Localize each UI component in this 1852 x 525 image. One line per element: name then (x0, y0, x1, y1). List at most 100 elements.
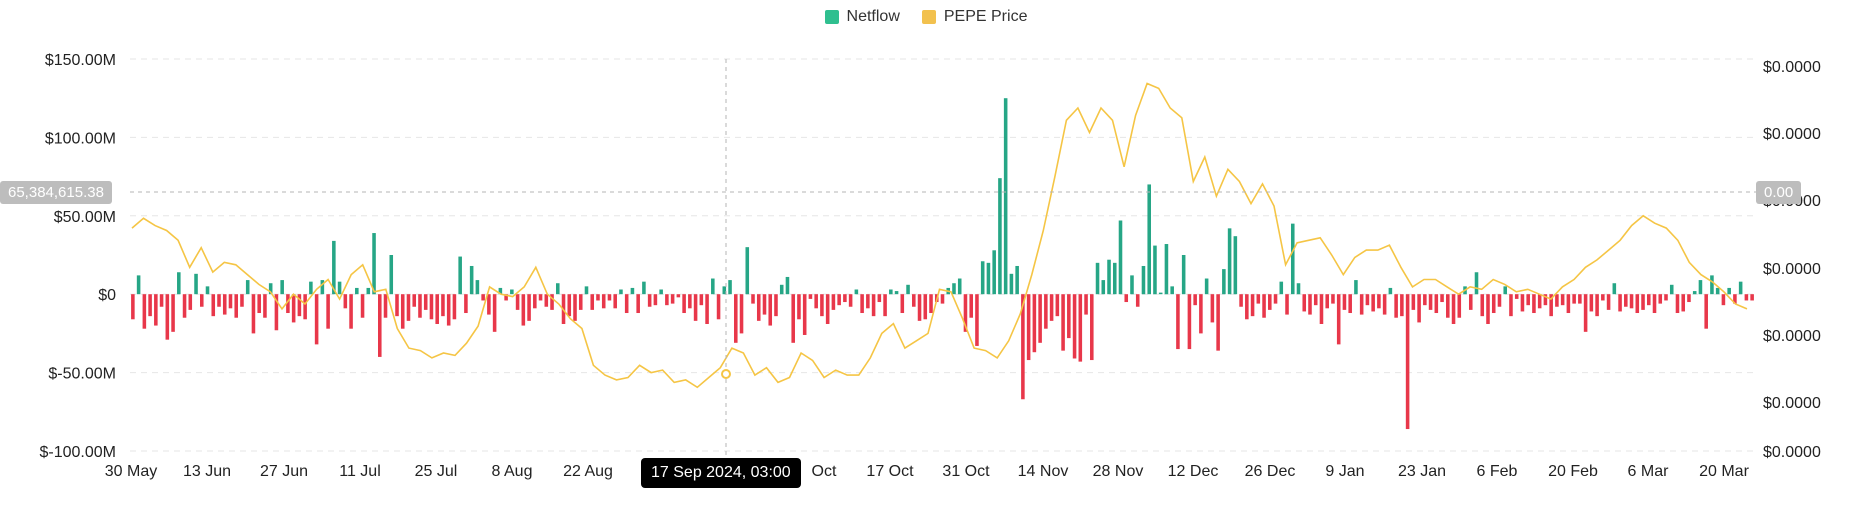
netflow-bar (360, 294, 365, 318)
netflow-bar (1038, 294, 1042, 343)
netflow-bar (1124, 294, 1129, 303)
netflow-bar (274, 294, 279, 331)
netflow-bar (596, 294, 600, 301)
netflow-bar (1446, 294, 1450, 318)
netflow-bar (734, 294, 738, 343)
netflow-bar (1141, 265, 1146, 295)
price-swatch-icon (921, 10, 936, 24)
netflow-bar (831, 294, 836, 310)
netflow-bar (1394, 294, 1398, 318)
x-tick-label: 20 Feb (1548, 463, 1598, 480)
netflow-bar (263, 294, 267, 318)
netflow-bar (1566, 294, 1571, 314)
netflow-bar (469, 265, 474, 295)
netflow-bar (1084, 294, 1088, 315)
netflow-bar (825, 294, 830, 324)
netflow-bar (1015, 265, 1019, 295)
netflow-bar (400, 294, 405, 329)
netflow-bar (1400, 294, 1404, 317)
netflow-bar (1268, 294, 1272, 310)
netflow-bar (866, 294, 870, 309)
netflow-bar (1078, 294, 1083, 362)
netflow-bar (693, 294, 698, 321)
netflow-bar (1583, 294, 1588, 332)
netflow-bar (975, 294, 979, 346)
netflow-bar (791, 294, 795, 343)
netflow-bar (854, 289, 859, 295)
netflow-bar (177, 272, 181, 295)
netflow-bar (1468, 294, 1473, 310)
netflow-bar (1009, 273, 1014, 295)
netflow-bar (1612, 283, 1617, 295)
netflow-bar (1543, 294, 1548, 306)
netflow-bar (1158, 292, 1163, 295)
netflow-bar (171, 294, 175, 332)
netflow-bar (998, 178, 1002, 295)
netflow-bar (498, 287, 503, 295)
netflow-bar (1095, 262, 1100, 295)
netflow-bar (1532, 294, 1536, 314)
netflow-bar (1193, 294, 1197, 306)
left-tick-label: $0 (98, 287, 116, 304)
gridlines (130, 58, 1755, 452)
netflow-bar (1411, 294, 1416, 310)
netflow-bar (1382, 294, 1387, 315)
netflow-bar (492, 294, 497, 332)
netflow-bar (1440, 294, 1444, 303)
netflow-bar (1336, 294, 1341, 345)
netflow-bar (578, 294, 583, 310)
netflow-bar (1474, 272, 1479, 295)
netflow-bar (1187, 294, 1192, 350)
x-axis: 30 May 13 Jun 27 Jun 11 Jul 25 Jul 8 Aug 22 Au… (105, 463, 1750, 480)
x-tick-label: 13 Jun (183, 463, 231, 480)
netflow-bar (268, 283, 273, 295)
price-line (131, 82, 1748, 389)
netflow-bar (1279, 281, 1284, 295)
netflow-bar (1176, 294, 1180, 350)
netflow-bar (889, 289, 893, 295)
netflow-bar (182, 294, 187, 318)
netflow-bar (1044, 294, 1048, 329)
netflow-bar (1067, 294, 1071, 339)
netflow-bar (251, 294, 256, 334)
netflow-bar (1601, 294, 1605, 301)
netflow-bar (1526, 294, 1530, 306)
netflow-bar (1514, 294, 1519, 299)
netflow-bar (377, 294, 382, 357)
netflow-bar (1331, 294, 1335, 304)
netflow-bar (1147, 184, 1151, 295)
netflow-bar (584, 286, 589, 295)
netflow-bar (1354, 280, 1358, 295)
netflow-bar (917, 294, 922, 321)
x-tick-label: 6 Feb (1477, 463, 1518, 480)
legend-item-netflow[interactable]: Netflow (824, 8, 900, 26)
netflow-bar (1721, 294, 1726, 306)
netflow-bar (1204, 278, 1209, 295)
netflow-bar (1675, 294, 1680, 314)
x-tick-label: 14 Nov (1018, 463, 1069, 480)
netflow-bar (1377, 294, 1381, 309)
netflow-bar (1308, 294, 1312, 315)
netflow-bar (912, 294, 916, 307)
legend-item-price[interactable]: PEPE Price (921, 8, 1027, 26)
netflow-bar (349, 294, 353, 329)
netflow-bar (906, 284, 910, 295)
netflow-bar (257, 294, 261, 314)
netflow-bar (1549, 294, 1553, 317)
netflow-bar (446, 294, 451, 326)
netflow-bar (148, 294, 152, 317)
x-tick-label: 26 Dec (1245, 463, 1296, 480)
netflow-bar (1388, 287, 1393, 295)
netflow-bar (1021, 294, 1025, 400)
right-tick-label: $0.0000 (1763, 261, 1821, 278)
netflow-bar (963, 294, 968, 332)
netflow-bar (199, 294, 204, 307)
right-tick-label: $0.0000 (1763, 395, 1821, 412)
netflow-bar (1750, 294, 1754, 301)
netflow-bar (670, 294, 675, 304)
netflow-bar (429, 294, 434, 320)
netflow-bar (1003, 98, 1008, 295)
netflow-swatch-icon (824, 10, 839, 24)
netflow-bar (533, 294, 537, 309)
